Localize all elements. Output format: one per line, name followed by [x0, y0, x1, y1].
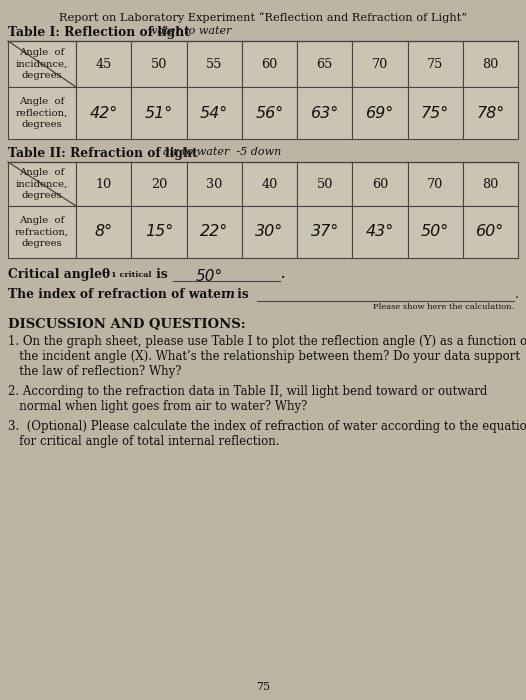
Text: Table II: Refraction of light: Table II: Refraction of light — [8, 147, 198, 160]
Text: 54°: 54° — [200, 106, 228, 120]
Text: 3.  (Optional) Please calculate the index of refraction of water according to th: 3. (Optional) Please calculate the index… — [8, 420, 526, 433]
Bar — [8, 41, 76, 87]
Bar — [187, 87, 242, 139]
Text: 1 critical: 1 critical — [111, 271, 151, 279]
Text: water to water: water to water — [148, 26, 231, 36]
Bar — [352, 41, 408, 87]
Text: 43°: 43° — [366, 225, 394, 239]
Text: n: n — [225, 288, 234, 301]
Text: 22°: 22° — [200, 225, 228, 239]
Text: 37°: 37° — [310, 225, 339, 239]
Bar — [187, 41, 242, 87]
Text: 70: 70 — [427, 178, 443, 190]
Text: Critical angle: Critical angle — [8, 268, 106, 281]
Bar — [242, 87, 297, 139]
Text: Angle  of
reflection,
degrees: Angle of reflection, degrees — [16, 97, 68, 130]
Text: 80: 80 — [482, 178, 499, 190]
Text: DISCUSSION AND QUESTIONS:: DISCUSSION AND QUESTIONS: — [8, 318, 246, 331]
Bar — [132, 206, 187, 258]
Bar — [8, 162, 76, 206]
Bar — [297, 87, 352, 139]
Text: normal when light goes from air to water? Why?: normal when light goes from air to water… — [8, 400, 307, 413]
Text: 60: 60 — [372, 178, 388, 190]
Text: 30: 30 — [206, 178, 222, 190]
Bar — [352, 87, 408, 139]
Bar — [352, 206, 408, 258]
Text: 65: 65 — [317, 57, 333, 71]
Bar — [297, 162, 352, 206]
Bar — [242, 41, 297, 87]
Text: 78°: 78° — [476, 106, 504, 120]
Text: 69°: 69° — [366, 106, 394, 120]
Text: 30°: 30° — [255, 225, 284, 239]
Text: for critical angle of total internal reflection.: for critical angle of total internal ref… — [8, 435, 279, 448]
Bar — [187, 206, 242, 258]
Text: .: . — [515, 288, 519, 301]
Text: 45: 45 — [95, 57, 112, 71]
Text: 50: 50 — [317, 178, 333, 190]
Text: 60°: 60° — [476, 225, 504, 239]
Bar — [8, 87, 76, 139]
Text: 40: 40 — [261, 178, 278, 190]
Text: 15°: 15° — [145, 225, 173, 239]
Text: 56°: 56° — [255, 106, 284, 120]
Bar — [352, 162, 408, 206]
Text: 75: 75 — [256, 682, 270, 692]
Text: Angle  of
refraction,
degrees: Angle of refraction, degrees — [15, 216, 69, 248]
Text: 75: 75 — [427, 57, 443, 71]
Bar — [242, 162, 297, 206]
Text: 63°: 63° — [310, 106, 339, 120]
Bar — [8, 206, 76, 258]
Text: 20: 20 — [151, 178, 167, 190]
Text: 51°: 51° — [145, 106, 173, 120]
Bar — [187, 162, 242, 206]
Text: 50°: 50° — [196, 269, 223, 284]
Bar — [463, 206, 518, 258]
Text: 55: 55 — [206, 57, 222, 71]
Bar — [297, 41, 352, 87]
Text: the law of reflection? Why?: the law of reflection? Why? — [8, 365, 181, 378]
Text: .: . — [281, 268, 285, 281]
Text: is: is — [152, 268, 172, 281]
Text: 42°: 42° — [89, 106, 118, 120]
Text: 50°: 50° — [421, 225, 449, 239]
Text: 60: 60 — [261, 57, 278, 71]
Bar — [242, 206, 297, 258]
Text: 10: 10 — [96, 178, 112, 190]
Bar — [408, 162, 463, 206]
Bar — [297, 206, 352, 258]
Text: 75°: 75° — [421, 106, 449, 120]
Bar — [132, 87, 187, 139]
Bar — [463, 41, 518, 87]
Bar — [408, 87, 463, 139]
Text: the incident angle (X). What’s the relationship between them? Do your data suppo: the incident angle (X). What’s the relat… — [8, 350, 520, 363]
Text: Please show here the calculation.: Please show here the calculation. — [373, 303, 514, 311]
Text: 50: 50 — [150, 57, 167, 71]
Bar — [408, 41, 463, 87]
Bar — [408, 206, 463, 258]
Bar — [76, 162, 132, 206]
Bar — [463, 87, 518, 139]
Bar — [463, 162, 518, 206]
Text: 70: 70 — [372, 57, 388, 71]
Text: Angle  of
incidence,
degrees: Angle of incidence, degrees — [16, 168, 68, 200]
Text: Report on Laboratory Experiment “Reflection and Refraction of Light”: Report on Laboratory Experiment “Reflect… — [59, 12, 467, 23]
Text: 8°: 8° — [95, 225, 113, 239]
Bar — [76, 41, 132, 87]
Text: 1. On the graph sheet, please use Table I to plot the reflection angle (Y) as a : 1. On the graph sheet, please use Table … — [8, 335, 526, 348]
Text: The index of refraction of water: The index of refraction of water — [8, 288, 232, 301]
Bar — [132, 162, 187, 206]
Text: 2. According to the refraction data in Table II, will light bend toward or outwa: 2. According to the refraction data in T… — [8, 385, 488, 398]
Text: 80: 80 — [482, 57, 499, 71]
Bar — [132, 41, 187, 87]
Text: is: is — [233, 288, 253, 301]
Text: Angle  of
incidence,
degrees: Angle of incidence, degrees — [16, 48, 68, 80]
Text: Table I: Reflection of light: Table I: Reflection of light — [8, 26, 190, 39]
Bar — [76, 206, 132, 258]
Text: θ: θ — [102, 268, 110, 281]
Bar — [76, 87, 132, 139]
Text: air to water  -5 down: air to water -5 down — [163, 147, 281, 157]
